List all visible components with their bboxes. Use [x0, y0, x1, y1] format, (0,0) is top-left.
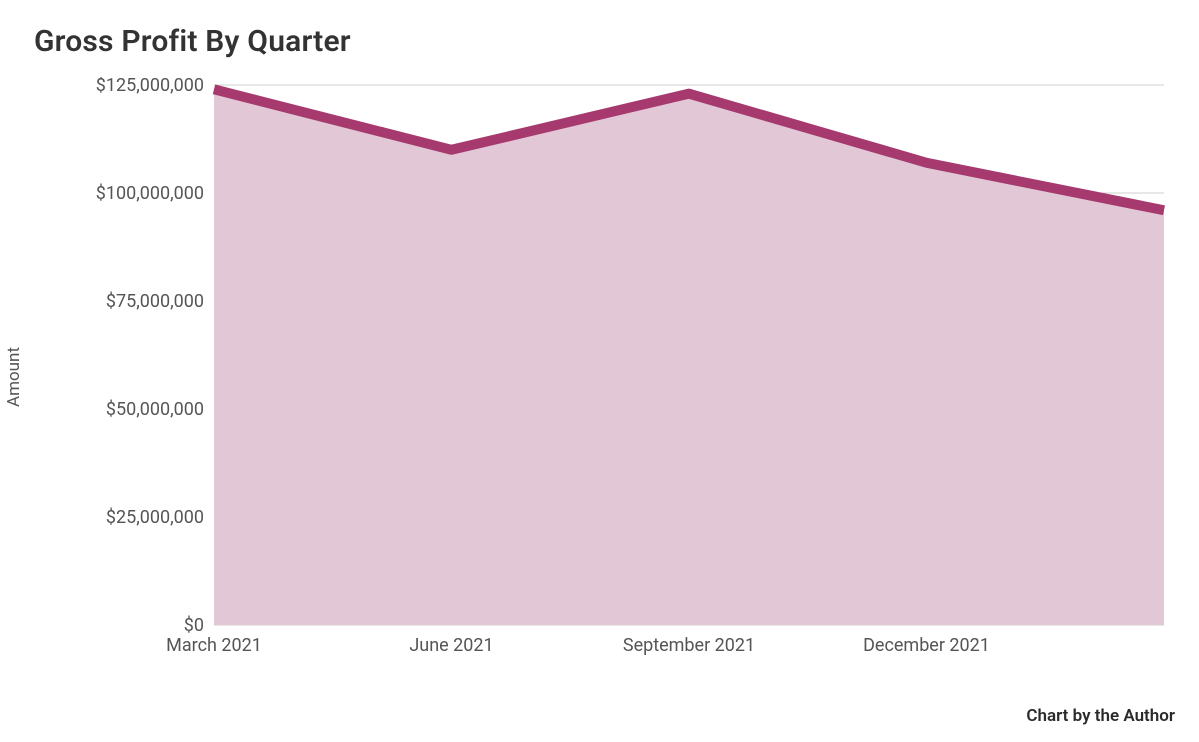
- x-tick-label: March 2021: [166, 635, 262, 656]
- y-tick-label: $125,000,000: [96, 77, 204, 96]
- chart-credit: Chart by the Author: [1026, 706, 1175, 726]
- y-axis-label: Amount: [4, 347, 24, 407]
- chart-title: Gross Profit By Quarter: [34, 24, 1181, 59]
- x-tick-label: September 2021: [623, 635, 755, 656]
- area-chart: $0 $25,000,000 $50,000,000 $75,000,000 $100,…: [34, 77, 1174, 677]
- y-tick-label: $0: [184, 615, 204, 636]
- x-tick-label: December 2021: [863, 635, 990, 656]
- y-tick-label: $25,000,000: [106, 507, 204, 528]
- chart-wrap: Amount $0$25,000,000$50,000,000$75,000,0…: [34, 77, 1174, 677]
- chart-container: Gross Profit By Quarter Amount $0 $25,000…: [0, 0, 1199, 742]
- y-tick-label: $50,000,000: [106, 399, 204, 420]
- y-tick-label: $100,000,000: [96, 183, 204, 204]
- x-tick-label: June 2021: [409, 635, 493, 656]
- y-tick-label: $75,000,000: [106, 291, 204, 312]
